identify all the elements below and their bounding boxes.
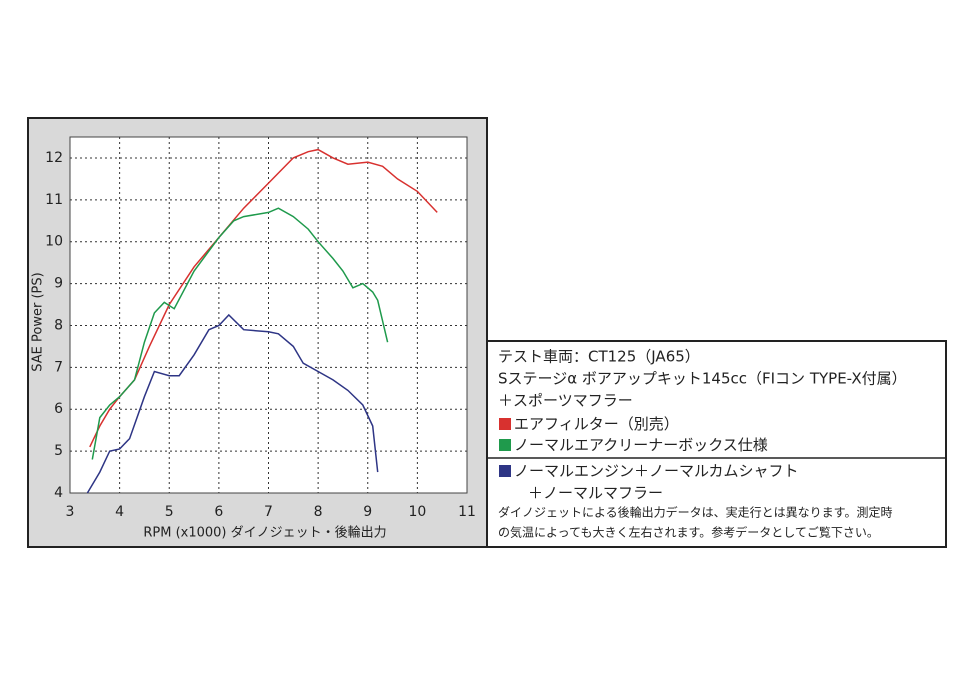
x-tick-label: 5 [165, 504, 174, 520]
x-tick-label: 4 [115, 504, 124, 520]
legend-header: テスト車両：CT125（JA65） [498, 348, 700, 366]
legend-label: ノーマルエンジン＋ノーマルカムシャフト＋ノーマルマフラー [514, 462, 799, 502]
x-tick-label: 3 [66, 504, 75, 520]
y-tick-label: 8 [54, 317, 63, 333]
y-tick-label: 12 [45, 150, 63, 166]
note: の気温によっても大きく左右されます。参考データとしてご覧下さい。 [498, 525, 879, 540]
series-line [86, 313, 379, 494]
legend-swatch [499, 465, 511, 477]
legend-label: エアフィルター（別売） [514, 415, 679, 433]
legend-header: Sステージα ボアアップキット145cc（FIコン TYPE-X付属） [498, 370, 907, 388]
legend-box [486, 340, 947, 548]
legend-swatch [499, 439, 511, 451]
series-line [91, 207, 389, 460]
y-tick-label: 10 [45, 234, 63, 250]
y-tick-label: 6 [54, 401, 63, 417]
y-axis-label: SAE Power (PS) [31, 272, 46, 371]
y-tick-label: 7 [54, 359, 63, 375]
legend-label: ノーマルエアクリーナーボックス仕様 [514, 436, 768, 454]
x-tick-label: 7 [264, 504, 273, 520]
x-tick-label: 11 [458, 504, 476, 520]
y-tick-label: 9 [54, 276, 63, 292]
x-tick-label: 9 [363, 504, 372, 520]
legend-header: ＋スポーツマフラー [498, 392, 633, 410]
x-axis-label: RPM (x1000) ダイノジェット・後輪出力 [143, 525, 386, 541]
x-tick-label: 8 [314, 504, 323, 520]
y-tick-label: 4 [54, 485, 63, 501]
y-tick-label: 5 [54, 443, 63, 459]
x-tick-label: 10 [408, 504, 426, 520]
x-tick-label: 6 [214, 504, 223, 520]
legend-swatch [499, 418, 511, 430]
y-tick-label: 11 [45, 192, 63, 208]
note: ダイノジェットによる後輪出力データは、実走行とは異なります。測定時 [498, 505, 892, 520]
